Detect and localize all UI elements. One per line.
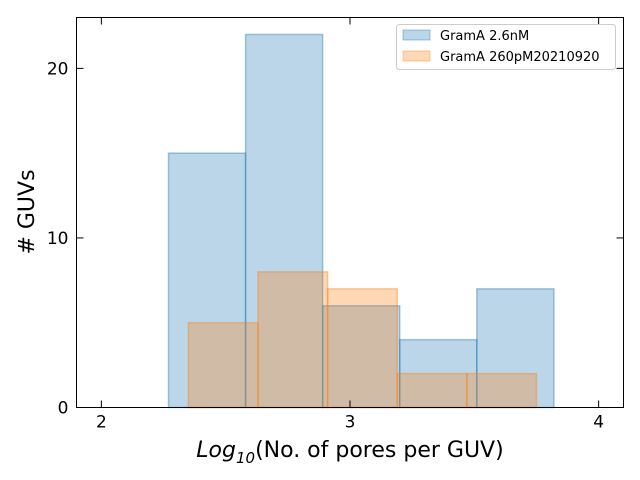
legend-swatch-series-2 — [403, 51, 430, 61]
x-tick-label: 2 — [96, 413, 107, 433]
x-tick-label: 3 — [345, 413, 356, 433]
bar-series-2-bin-4 — [397, 374, 467, 408]
y-axis-label: # GUVs — [15, 169, 40, 254]
legend: GramA 2.6nM GramA 260pM20210920 — [397, 25, 616, 70]
x-tick-label: 4 — [593, 413, 604, 433]
bar-series-2-bin-2 — [258, 272, 328, 408]
y-tick-label: 0 — [58, 399, 69, 419]
y-tick-label: 20 — [47, 59, 69, 79]
legend-label-series-2: GramA 260pM20210920 — [440, 50, 600, 65]
bar-series-2-bin-5 — [467, 374, 537, 408]
y-tick-label: 10 — [47, 229, 69, 249]
legend-label-series-1: GramA 2.6nM — [440, 29, 529, 44]
bar-series-2-bin-3 — [328, 289, 398, 408]
legend-swatch-series-1 — [403, 30, 430, 40]
bar-series-2-bin-1 — [188, 323, 258, 408]
